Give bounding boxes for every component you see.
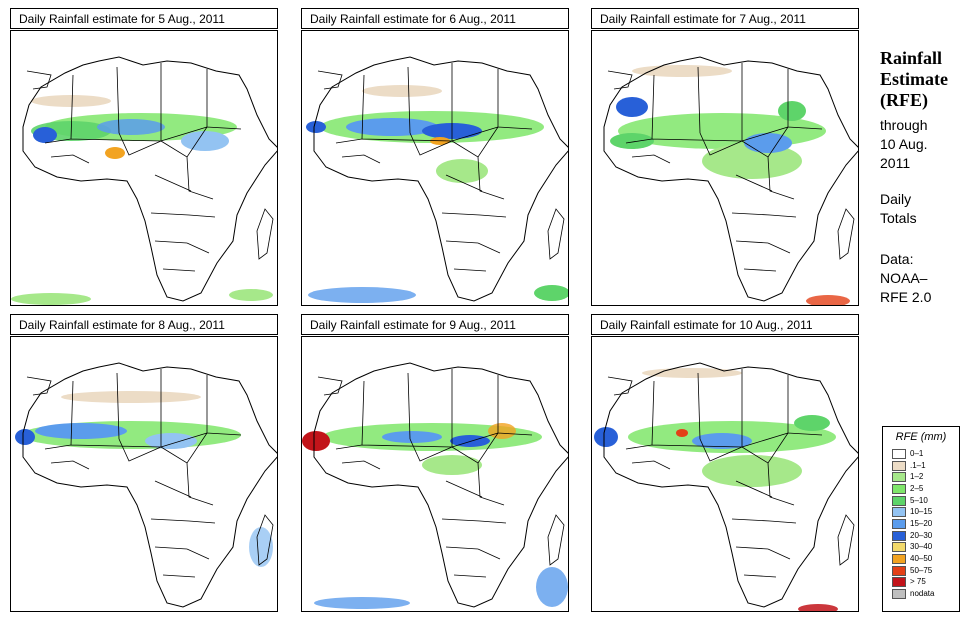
legend-swatch bbox=[892, 507, 906, 518]
legend-swatch bbox=[892, 530, 906, 541]
data-source: Data: NOAA– RFE 2.0 bbox=[880, 250, 931, 307]
daily-totals: Daily Totals bbox=[880, 190, 917, 228]
legend-label: 10–15 bbox=[910, 507, 933, 517]
legend-swatch bbox=[892, 589, 906, 600]
source-line: NOAA– bbox=[880, 270, 928, 286]
rainfall-field bbox=[594, 368, 838, 611]
panel-title: Daily Rainfall estimate for 6 Aug., 2011 bbox=[301, 8, 569, 29]
legend-swatch bbox=[892, 460, 906, 471]
legend-swatch bbox=[892, 518, 906, 529]
africa-outline bbox=[313, 56, 568, 302]
legend-rows: 0–1 .1–1 1–2 2–5 5–10 10–15 15–20 20–30 30–40 40–… bbox=[883, 448, 959, 600]
legend-label: 40–50 bbox=[910, 554, 933, 564]
panel-title: Daily Rainfall estimate for 8 Aug., 2011 bbox=[10, 314, 278, 335]
through-label: through bbox=[880, 117, 928, 133]
legend-item: 20–30 bbox=[883, 530, 959, 542]
legend-label: 2–5 bbox=[910, 483, 924, 493]
rainfall-map bbox=[301, 336, 569, 612]
rfe-title-line: Rainfall bbox=[880, 48, 943, 68]
legend-label: 1–2 bbox=[910, 472, 924, 482]
source-line: RFE 2.0 bbox=[880, 289, 932, 305]
legend-item: 10–15 bbox=[883, 506, 959, 518]
legend-item: 1–2 bbox=[883, 471, 959, 483]
legend-item: 5–10 bbox=[883, 495, 959, 507]
panel-title: Daily Rainfall estimate for 10 Aug., 201… bbox=[591, 314, 859, 335]
legend-item: 30–40 bbox=[883, 542, 959, 554]
rainfall-field bbox=[610, 65, 850, 305]
africa-outline bbox=[603, 56, 858, 302]
legend-item: 0–1 bbox=[883, 448, 959, 460]
panel-title: Daily Rainfall estimate for 7 Aug., 2011 bbox=[591, 8, 859, 29]
rfe-legend: RFE (mm) 0–1 .1–1 1–2 2–5 5–10 10–15 15–20 20–3… bbox=[882, 426, 960, 612]
legend-item: 15–20 bbox=[883, 518, 959, 530]
rfe-title-line: (RFE) bbox=[880, 90, 928, 110]
through-block: through 10 Aug. 2011 bbox=[880, 116, 928, 173]
legend-label: 20–30 bbox=[910, 530, 933, 540]
legend-swatch bbox=[892, 565, 906, 576]
panel-title: Daily Rainfall estimate for 5 Aug., 2011 bbox=[10, 8, 278, 29]
legend-label: 15–20 bbox=[910, 518, 933, 528]
legend-label: 0–1 bbox=[910, 448, 924, 458]
rainfall-field bbox=[15, 391, 273, 567]
date-line: 10 Aug. bbox=[880, 136, 928, 152]
date-line: 2011 bbox=[880, 155, 911, 171]
rainfall-map bbox=[10, 336, 278, 612]
rainfall-map bbox=[591, 336, 859, 612]
legend-item: > 75 bbox=[883, 577, 959, 589]
data-label: Data: bbox=[880, 251, 914, 267]
legend-swatch bbox=[892, 542, 906, 553]
rainfall-map bbox=[301, 30, 569, 306]
legend-item: nodata bbox=[883, 588, 959, 600]
rainfall-field bbox=[302, 423, 568, 609]
legend-swatch bbox=[892, 448, 906, 459]
legend-item: 40–50 bbox=[883, 553, 959, 565]
legend-item: .1–1 bbox=[883, 460, 959, 472]
rfe-title: Rainfall Estimate (RFE) bbox=[880, 48, 948, 111]
legend-swatch bbox=[892, 495, 906, 506]
africa-outline bbox=[22, 56, 277, 302]
rainfall-field bbox=[306, 85, 568, 303]
legend-swatch bbox=[892, 554, 906, 565]
rainfall-field bbox=[11, 95, 273, 305]
legend-swatch bbox=[892, 577, 906, 588]
daily-label: Daily bbox=[880, 191, 912, 207]
legend-swatch bbox=[892, 483, 906, 494]
legend-item: 50–75 bbox=[883, 565, 959, 577]
legend-label: 50–75 bbox=[910, 565, 933, 575]
rainfall-map bbox=[10, 30, 278, 306]
totals-label: Totals bbox=[880, 210, 917, 226]
legend-label: 30–40 bbox=[910, 542, 933, 552]
legend-label: 5–10 bbox=[910, 495, 928, 505]
legend-item: 2–5 bbox=[883, 483, 959, 495]
legend-label: > 75 bbox=[910, 577, 926, 587]
panel-title: Daily Rainfall estimate for 9 Aug., 2011 bbox=[301, 314, 569, 335]
legend-label: nodata bbox=[910, 589, 935, 599]
africa-outline bbox=[313, 362, 568, 608]
legend-swatch bbox=[892, 472, 906, 483]
legend-label: .1–1 bbox=[910, 460, 926, 470]
rfe-title-line: Estimate bbox=[880, 69, 948, 89]
rainfall-map bbox=[591, 30, 859, 306]
legend-title: RFE (mm) bbox=[895, 431, 947, 443]
